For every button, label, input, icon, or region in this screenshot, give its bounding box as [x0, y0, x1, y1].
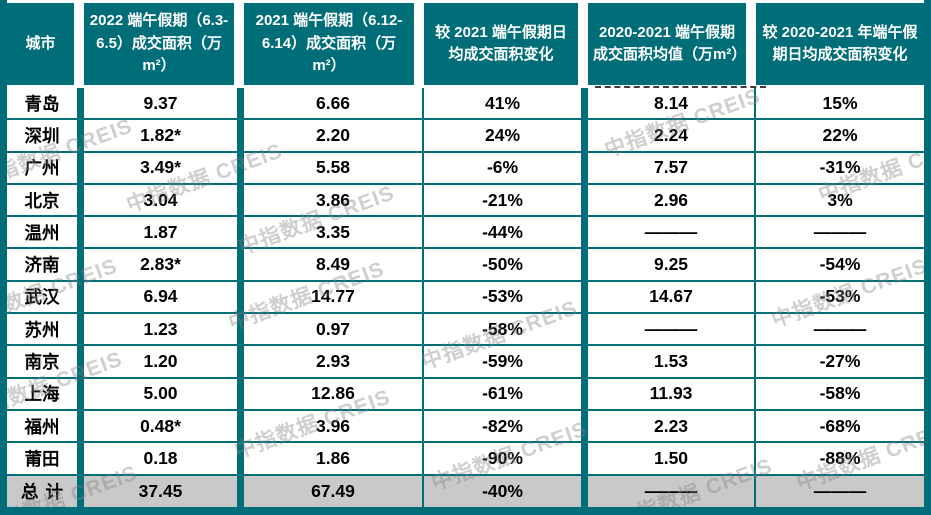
- city-cell: 福州: [7, 410, 84, 444]
- value-cell: 9.37: [84, 88, 244, 121]
- value-cell: 3.35: [244, 217, 424, 250]
- value-cell: -21%: [424, 184, 588, 218]
- total-value-cell: -40%: [424, 475, 588, 507]
- value-cell: -54%: [756, 249, 924, 282]
- value-cell: 3.49*: [84, 152, 244, 185]
- value-cell: 1.87: [84, 217, 244, 250]
- value-cell: -53%: [424, 281, 588, 315]
- value-cell: 15%: [756, 88, 924, 121]
- city-cell: 温州: [7, 217, 84, 250]
- column-header-2020-2021-average: 2020-2021 端午假期成交面积均值（万m²）: [588, 0, 756, 88]
- value-cell: 5.00: [84, 378, 244, 411]
- value-cell: 0.97: [244, 314, 424, 347]
- value-cell: 6.66: [244, 88, 424, 121]
- value-cell: -50%: [424, 249, 588, 282]
- city-cell: 济南: [7, 249, 84, 282]
- value-cell: 2.83*: [84, 249, 244, 282]
- total-value-cell: 37.45: [84, 475, 244, 507]
- city-cell: 广州: [7, 152, 84, 185]
- value-cell: 3.86: [244, 184, 424, 218]
- value-cell: 1.23: [84, 314, 244, 347]
- value-cell: 2.93: [244, 346, 424, 379]
- value-cell: 0.18: [84, 443, 244, 476]
- value-cell: 3.96: [244, 410, 424, 444]
- value-cell: 9.25: [588, 249, 756, 282]
- value-cell: 7.57: [588, 152, 756, 185]
- total-city-cell: 总计: [7, 475, 84, 507]
- value-cell: -61%: [424, 378, 588, 411]
- value-cell: 12.86: [244, 378, 424, 411]
- value-cell: 2.23: [588, 410, 756, 444]
- value-cell: -90%: [424, 443, 588, 476]
- city-cell: 莆田: [7, 443, 84, 476]
- column-header-change-vs-2020-2021: 较 2020-2021 年端午假期日均成交面积变化: [756, 0, 924, 88]
- value-cell: 0.48*: [84, 410, 244, 444]
- city-cell: 深圳: [7, 120, 84, 153]
- column-header-2022-area: 2022 端午假期（6.3-6.5）成交面积（万m²）: [84, 0, 244, 88]
- value-cell: 6.94: [84, 281, 244, 315]
- value-cell: 1.86: [244, 443, 424, 476]
- value-cell: -82%: [424, 410, 588, 444]
- value-cell: -68%: [756, 410, 924, 444]
- value-cell: 14.77: [244, 281, 424, 315]
- column-header-city: 城市: [7, 0, 84, 88]
- value-cell: -59%: [424, 346, 588, 379]
- value-cell: 14.67: [588, 281, 756, 315]
- value-cell: 2.96: [588, 184, 756, 218]
- value-cell: -44%: [424, 217, 588, 250]
- value-cell: -6%: [424, 152, 588, 185]
- value-cell: 3.04: [84, 184, 244, 218]
- value-cell: -31%: [756, 152, 924, 185]
- value-cell: 41%: [424, 88, 588, 121]
- city-cell: 苏州: [7, 314, 84, 347]
- value-cell: -58%: [756, 378, 924, 411]
- city-cell: 青岛: [7, 88, 84, 121]
- city-cell: 北京: [7, 184, 84, 218]
- value-cell: ———: [588, 217, 756, 250]
- value-cell: 11.93: [588, 378, 756, 411]
- total-value-cell: 67.49: [244, 475, 424, 507]
- value-cell: -88%: [756, 443, 924, 476]
- value-cell: 22%: [756, 120, 924, 153]
- value-cell: ———: [588, 314, 756, 347]
- value-cell: -58%: [424, 314, 588, 347]
- city-cell: 上海: [7, 378, 84, 411]
- city-cell: 武汉: [7, 281, 84, 315]
- value-cell: 24%: [424, 120, 588, 153]
- value-cell: 1.20: [84, 346, 244, 379]
- value-cell: 1.50: [588, 443, 756, 476]
- value-cell: ———: [756, 314, 924, 347]
- value-cell: ———: [756, 217, 924, 250]
- city-cell: 南京: [7, 346, 84, 379]
- value-cell: -27%: [756, 346, 924, 379]
- value-cell: 3%: [756, 184, 924, 218]
- value-cell: 2.20: [244, 120, 424, 153]
- value-cell: 8.14: [588, 88, 756, 121]
- column-header-change-vs-2021: 较 2021 端午假期日均成交面积变化: [424, 0, 588, 88]
- value-cell: 2.24: [588, 120, 756, 153]
- value-cell: 1.82*: [84, 120, 244, 153]
- value-cell: 1.53: [588, 346, 756, 379]
- value-cell: -53%: [756, 281, 924, 315]
- total-value-cell: ———: [756, 475, 924, 507]
- value-cell: 5.58: [244, 152, 424, 185]
- value-cell: 8.49: [244, 249, 424, 282]
- total-value-cell: ———: [588, 475, 756, 507]
- column-header-2021-area: 2021 端午假期（6.12-6.14）成交面积（万m²）: [244, 0, 424, 88]
